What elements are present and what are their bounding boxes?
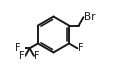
Text: F: F xyxy=(15,43,21,53)
Text: F: F xyxy=(34,51,40,61)
Text: F: F xyxy=(78,43,83,53)
Text: Br: Br xyxy=(84,12,95,22)
Text: F: F xyxy=(19,51,25,61)
